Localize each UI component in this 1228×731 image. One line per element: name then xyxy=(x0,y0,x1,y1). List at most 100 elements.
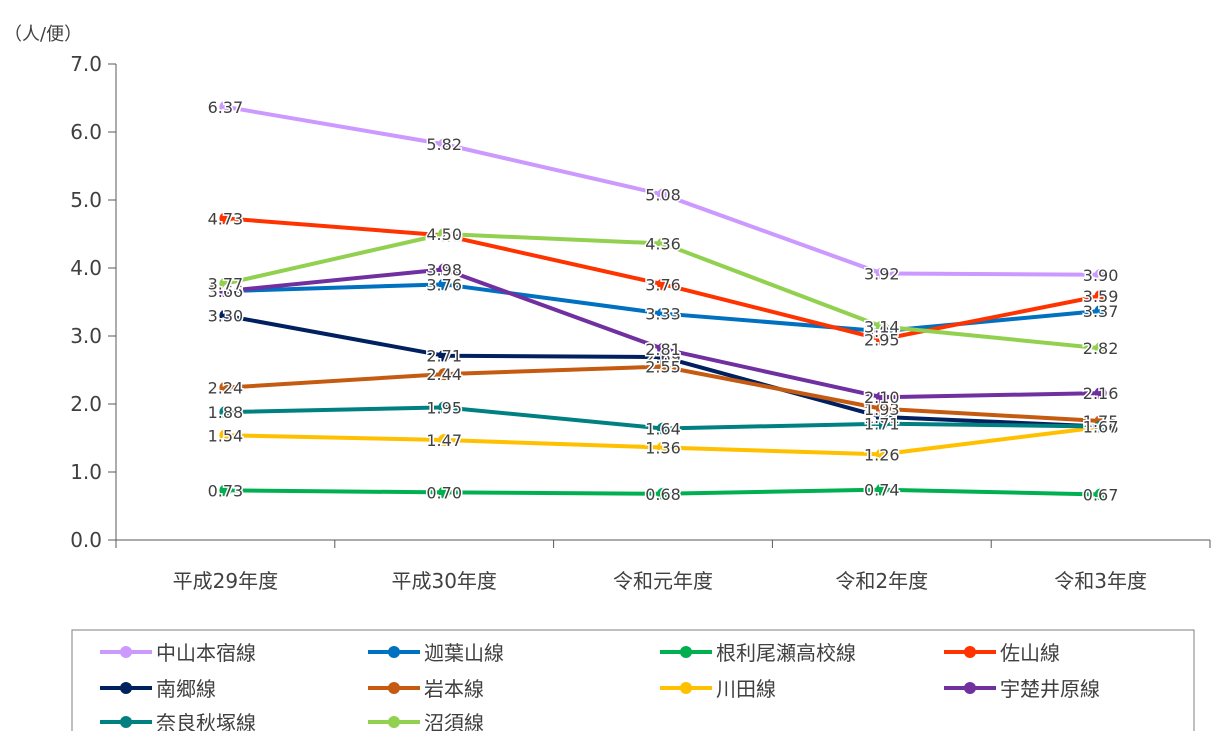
data-point xyxy=(219,100,232,113)
x-tick-labels: 平成29年度 平成30年度 令和元年度 令和2年度 令和3年度 xyxy=(173,569,1147,593)
data-point xyxy=(438,138,451,151)
legend-swatch-marker xyxy=(680,682,692,694)
y-tick-label: 6.0 xyxy=(70,120,102,144)
data-label: 2.10 xyxy=(864,388,900,407)
data-label: 3.90 xyxy=(1083,266,1119,285)
legend-item: 佐山線 xyxy=(944,641,1060,665)
series-6 xyxy=(219,421,1107,461)
data-point xyxy=(657,422,669,435)
legend-swatch-marker xyxy=(120,682,132,694)
data-label: 0.70 xyxy=(426,483,462,502)
legend-item: 宇楚井原線 xyxy=(944,677,1100,701)
data-label: 1.93 xyxy=(864,400,900,419)
data-label: 1.26 xyxy=(864,445,900,464)
legend-item: 南郷線 xyxy=(100,677,216,701)
data-label: 1.71 xyxy=(864,415,900,434)
data-label: 0.67 xyxy=(1083,485,1119,504)
data-point xyxy=(875,417,888,430)
legend-swatch-marker xyxy=(388,682,400,694)
data-label: 4.50 xyxy=(426,225,462,244)
data-label: 1.75 xyxy=(1083,412,1119,431)
legend-label: 佐山線 xyxy=(1000,641,1060,665)
data-point xyxy=(219,406,232,419)
x-tick-label: 平成29年度 xyxy=(173,569,278,593)
y-tick-label: 5.0 xyxy=(70,188,102,212)
legend-label: 岩本線 xyxy=(424,677,484,701)
data-point xyxy=(1094,420,1107,433)
x-tick-label: 平成30年度 xyxy=(391,569,496,593)
data-label: 1.81 xyxy=(864,408,900,427)
y-tick-label: 7.0 xyxy=(70,52,102,76)
legend-swatch-marker xyxy=(120,646,132,658)
data-label: 1.67 xyxy=(1083,417,1119,436)
legend-swatch-marker xyxy=(388,716,400,728)
data-point xyxy=(1094,268,1107,281)
data-point xyxy=(1094,342,1107,355)
series-7 xyxy=(219,263,1107,404)
data-point xyxy=(438,486,451,499)
legend-label: 奈良秋塚線 xyxy=(156,711,256,731)
series-5 xyxy=(219,360,1107,427)
data-label: 2.82 xyxy=(1083,339,1119,358)
data-label: 2.95 xyxy=(864,330,900,349)
data-point xyxy=(875,333,888,346)
legend-label: 南郷線 xyxy=(156,677,216,701)
y-tick-label: 1.0 xyxy=(70,460,102,484)
data-point xyxy=(438,228,451,240)
data-point xyxy=(657,307,669,320)
data-point xyxy=(438,434,451,447)
data-point xyxy=(219,277,232,290)
series-9 xyxy=(219,228,1107,355)
data-label: 1.36 xyxy=(645,439,681,458)
series-8 xyxy=(219,401,1107,435)
y-tick-labels: 0.0 1.0 2.0 3.0 4.0 5.0 6.0 7.0 xyxy=(70,52,102,552)
data-point xyxy=(219,484,232,497)
data-labels: 6.37 5.82 5.08 3.92 3.90 3.66 3.76 3.33 3.07 3.37… xyxy=(206,96,1120,506)
data-point xyxy=(438,278,451,291)
legend-item: 奈良秋塚線 xyxy=(100,711,256,731)
y-tick-label: 3.0 xyxy=(70,324,102,348)
data-label: 2.24 xyxy=(208,379,244,398)
legend-item: 岩本線 xyxy=(368,677,484,701)
data-point xyxy=(438,349,451,362)
data-label: 0.73 xyxy=(208,481,244,500)
data-label: 3.77 xyxy=(208,275,244,294)
legend-item: 根利尾瀬高校線 xyxy=(660,641,856,665)
legend-item: 迦葉山線 xyxy=(368,641,504,665)
data-label: 0.74 xyxy=(864,481,900,500)
legend-swatch-marker xyxy=(964,682,976,694)
data-point xyxy=(657,360,669,373)
data-label: 3.33 xyxy=(645,305,681,324)
y-tick-label: 0.0 xyxy=(70,528,102,552)
data-label: 4.48 xyxy=(426,226,462,245)
legend-swatch-marker xyxy=(964,646,976,658)
data-label: 4.73 xyxy=(208,209,244,228)
data-point xyxy=(1094,488,1107,501)
legend-label: 宇楚井原線 xyxy=(1000,677,1100,701)
data-point xyxy=(875,391,888,404)
legend-label: 沼須線 xyxy=(424,711,484,731)
legend-label: 川田線 xyxy=(716,677,776,701)
data-label: 3.07 xyxy=(864,322,900,341)
legend-label: 根利尾瀬高校線 xyxy=(716,641,856,665)
data-label: 3.59 xyxy=(1083,287,1119,306)
data-label: 0.68 xyxy=(645,485,681,504)
series-2 xyxy=(219,483,1107,501)
data-label: 3.37 xyxy=(1083,302,1119,321)
data-label: 2.69 xyxy=(645,348,681,367)
x-tick-label: 令和元年度 xyxy=(613,569,713,593)
x-tick-label: 令和2年度 xyxy=(835,569,928,593)
data-point xyxy=(219,429,232,442)
series-lines xyxy=(219,100,1107,501)
data-label: 1.54 xyxy=(208,426,244,445)
data-label: 3.14 xyxy=(864,317,900,336)
data-label: 1.95 xyxy=(426,398,462,417)
data-label: 3.30 xyxy=(208,307,244,326)
data-label: 1.67 xyxy=(1083,417,1119,436)
series-0 xyxy=(219,100,1107,281)
legend-label: 迦葉山線 xyxy=(424,641,504,665)
data-point xyxy=(219,309,232,322)
data-label: 2.55 xyxy=(645,358,681,377)
